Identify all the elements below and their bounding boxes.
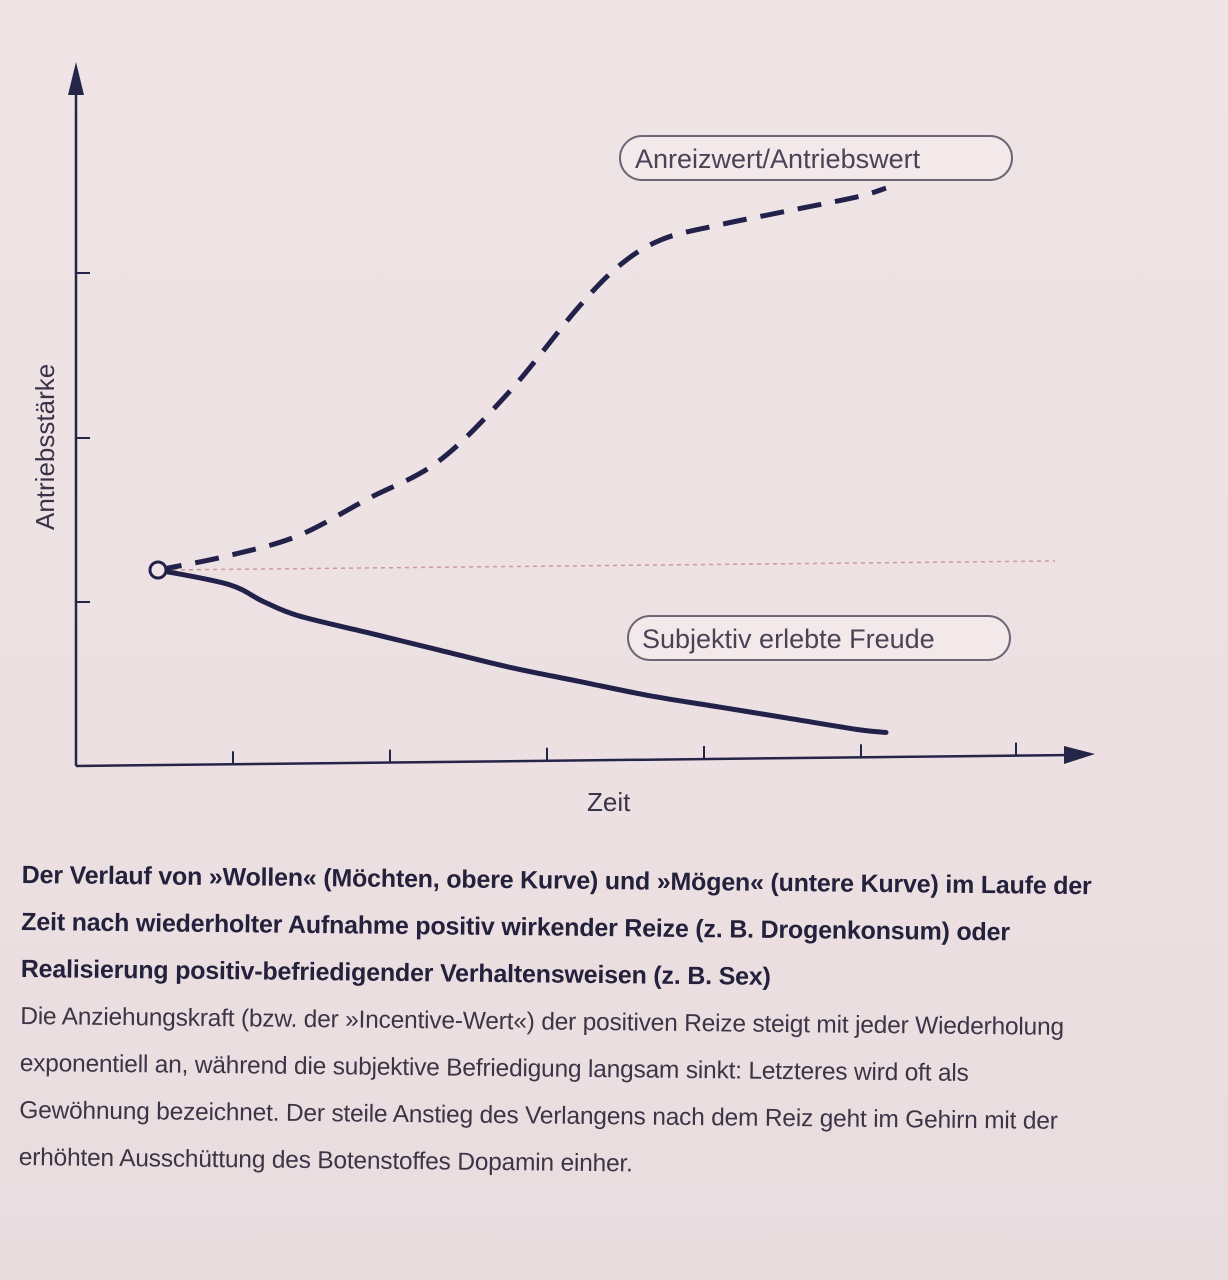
legend-label-anreizwert: Anreizwert/Antriebswert [619, 135, 1013, 181]
legend-label-freude-text: Subjektiv erlebte Freude [642, 624, 935, 654]
caption-title: Der Verlauf von »Wollen« (Möchten, obere… [20, 860, 1092, 991]
figure-caption: Der Verlauf von »Wollen« (Möchten, obere… [19, 852, 1107, 1192]
x-axis [75, 753, 1071, 768]
series-line-freude [155, 567, 889, 735]
y-axis-ticks [76, 272, 90, 603]
x-axis-arrow [1064, 746, 1095, 764]
x-axis-ticks [232, 742, 1017, 765]
legend-label-freude: Subjektiv erlebte Freude [627, 615, 1011, 661]
chart: Anreizwert/Antriebswert Subjektiv erlebt… [30, 62, 1095, 817]
start-point-marker [148, 560, 168, 580]
x-axis-label: Zeit [587, 787, 631, 817]
y-axis-label: Antriebsstärke [30, 364, 60, 530]
series-line-anreizwert [157, 185, 887, 573]
y-axis-arrow [68, 62, 84, 95]
legend-label-anreizwert-text: Anreizwert/Antriebswert [635, 144, 921, 174]
baseline-reference-line [164, 560, 1056, 571]
caption-body: Die Anziehungskraft (bzw. der »Incentive… [18, 1002, 1065, 1178]
